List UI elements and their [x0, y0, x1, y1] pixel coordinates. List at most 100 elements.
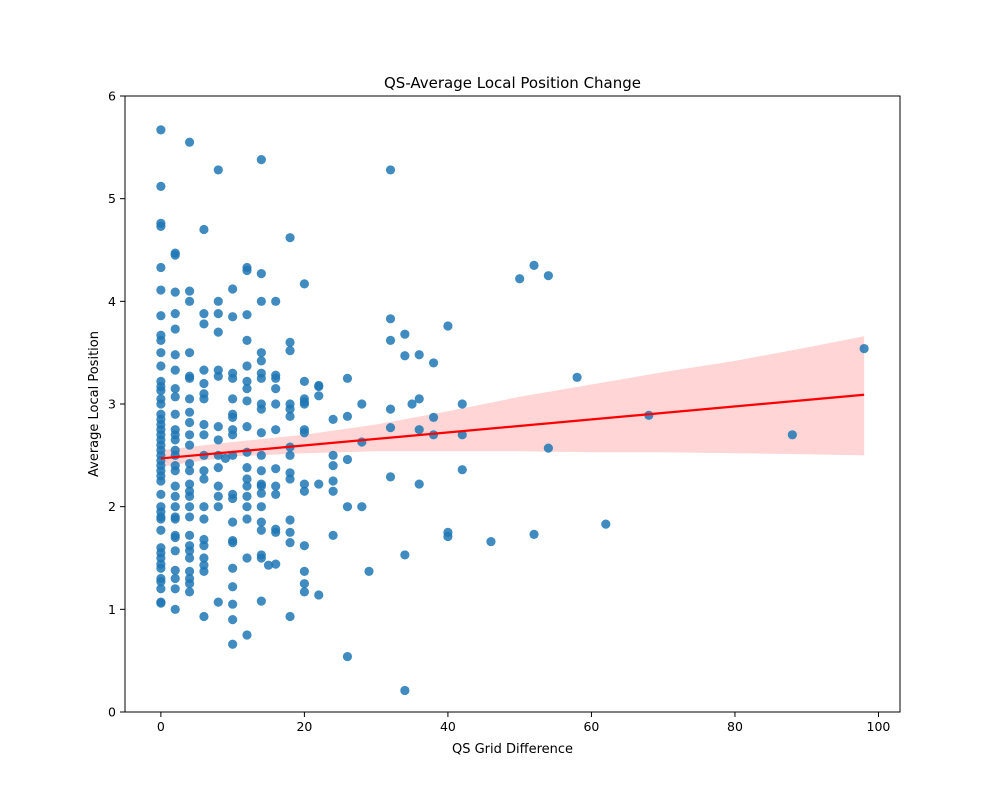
scatter-point	[242, 310, 252, 320]
scatter-point	[228, 430, 238, 440]
scatter-point	[271, 559, 281, 569]
scatter-point	[328, 476, 338, 486]
scatter-point	[184, 430, 195, 440]
scatter-point	[170, 309, 180, 319]
scatter-point	[213, 371, 223, 381]
scatter-point	[170, 565, 180, 575]
scatter-point	[457, 430, 467, 440]
scatter-point	[184, 479, 195, 489]
scatter-point	[242, 361, 252, 371]
scatter-point	[271, 527, 281, 537]
scatter-point	[256, 450, 266, 460]
scatter-point	[199, 419, 209, 430]
scatter-point	[170, 409, 180, 419]
scatter-point	[357, 502, 367, 512]
scatter-point	[271, 373, 281, 383]
scatter-point	[228, 493, 238, 504]
scatter-point	[443, 321, 453, 331]
scatter-point	[156, 311, 166, 321]
scatter-point	[170, 287, 180, 297]
scatter-point	[199, 309, 209, 319]
scatter-point	[256, 488, 266, 498]
scatter-point	[428, 358, 439, 368]
scatter-point	[543, 271, 553, 281]
scatter-point	[213, 491, 223, 501]
scatter-point	[299, 587, 309, 597]
scatter-point	[271, 384, 281, 394]
scatter-point	[228, 373, 238, 383]
scatter-point	[170, 324, 180, 334]
scatter-point	[256, 553, 266, 563]
scatter-point	[457, 465, 467, 475]
scatter-point	[184, 491, 195, 501]
scatter-point	[256, 502, 266, 512]
scatter-point	[156, 598, 166, 608]
y-tick-label: 6	[108, 89, 116, 104]
scatter-point	[156, 584, 166, 594]
scatter-point	[199, 514, 209, 524]
scatter-point	[170, 250, 180, 260]
scatter-point	[385, 165, 396, 175]
scatter-point	[285, 527, 295, 537]
scatter-point	[271, 425, 281, 435]
scatter-point	[156, 514, 166, 524]
scatter-point	[256, 517, 266, 527]
scatter-point	[242, 630, 252, 640]
scatter-point	[515, 274, 525, 284]
scatter-point	[242, 396, 252, 406]
scatter-point	[156, 563, 166, 573]
scatter-point	[443, 531, 453, 542]
scatter-point	[364, 566, 374, 576]
scatter-point	[156, 525, 166, 535]
scatter-point	[228, 563, 238, 573]
scatter-point	[529, 260, 539, 270]
scatter-point	[199, 611, 209, 622]
scatter-point	[256, 356, 266, 366]
scatter-point	[170, 481, 180, 491]
scatter-point	[213, 309, 223, 319]
scatter-point	[242, 265, 252, 276]
scatter-point	[228, 599, 238, 609]
scatter-point	[184, 348, 195, 358]
scatter-point	[285, 515, 295, 525]
scatter-point	[256, 428, 266, 438]
scatter-point	[228, 412, 238, 422]
x-tick-label: 40	[440, 719, 456, 734]
scatter-point	[285, 346, 295, 356]
scatter-point	[400, 351, 410, 361]
scatter-point	[601, 519, 611, 529]
scatter-point	[342, 454, 353, 465]
scatter-point	[170, 384, 180, 394]
scatter-point	[242, 421, 252, 432]
scatter-point	[184, 417, 195, 428]
scatter-point	[271, 399, 281, 409]
x-tick-label: 100	[867, 719, 891, 734]
scatter-point	[199, 430, 209, 440]
scatter-point	[213, 481, 223, 491]
scatter-point	[256, 348, 266, 358]
scatter-point	[156, 335, 166, 345]
scatter-point	[285, 411, 295, 421]
scatter-point	[328, 530, 338, 541]
scatter-point	[263, 560, 274, 570]
x-tick-label: 60	[583, 719, 599, 734]
scatter-point	[285, 337, 295, 347]
scatter-point	[156, 399, 166, 409]
scatter-point	[357, 399, 367, 409]
scatter-point	[199, 466, 209, 476]
y-axis-ticks: 0 1 2 3 4 5 6	[108, 89, 125, 720]
scatter-point	[299, 279, 309, 289]
scatter-point	[184, 579, 195, 589]
scatter-point	[529, 529, 539, 539]
scatter-point	[184, 373, 195, 383]
scatter-point	[228, 517, 238, 527]
scatter-point	[859, 343, 869, 354]
scatter-point	[299, 486, 309, 496]
scatter-point	[299, 399, 309, 409]
scatter-point	[407, 399, 417, 409]
scatter-point	[220, 453, 231, 464]
scatter-point	[457, 399, 467, 409]
scatter-point	[271, 489, 281, 499]
scatter-point	[156, 476, 166, 486]
